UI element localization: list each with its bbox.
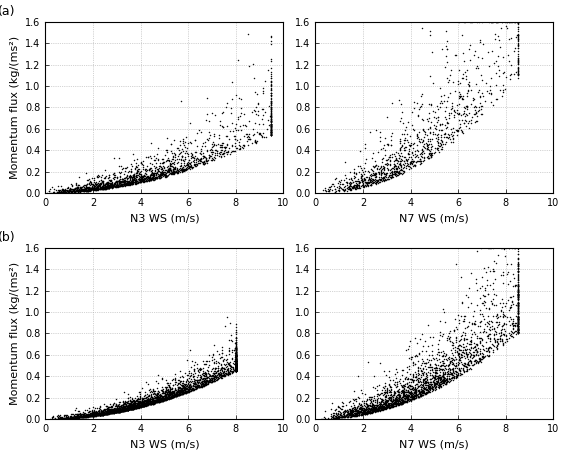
Y-axis label: Momentum flux (kg/(ms²): Momentum flux (kg/(ms²) bbox=[10, 36, 20, 179]
X-axis label: N7 WS (m/s): N7 WS (m/s) bbox=[399, 440, 469, 450]
Text: (a): (a) bbox=[0, 5, 15, 18]
Y-axis label: Momentum flux (kg/(ms²): Momentum flux (kg/(ms²) bbox=[10, 262, 20, 405]
X-axis label: N3 WS (m/s): N3 WS (m/s) bbox=[129, 213, 199, 223]
Text: (b): (b) bbox=[0, 232, 15, 244]
X-axis label: N3 WS (m/s): N3 WS (m/s) bbox=[129, 440, 199, 450]
X-axis label: N7 WS (m/s): N7 WS (m/s) bbox=[399, 213, 469, 223]
